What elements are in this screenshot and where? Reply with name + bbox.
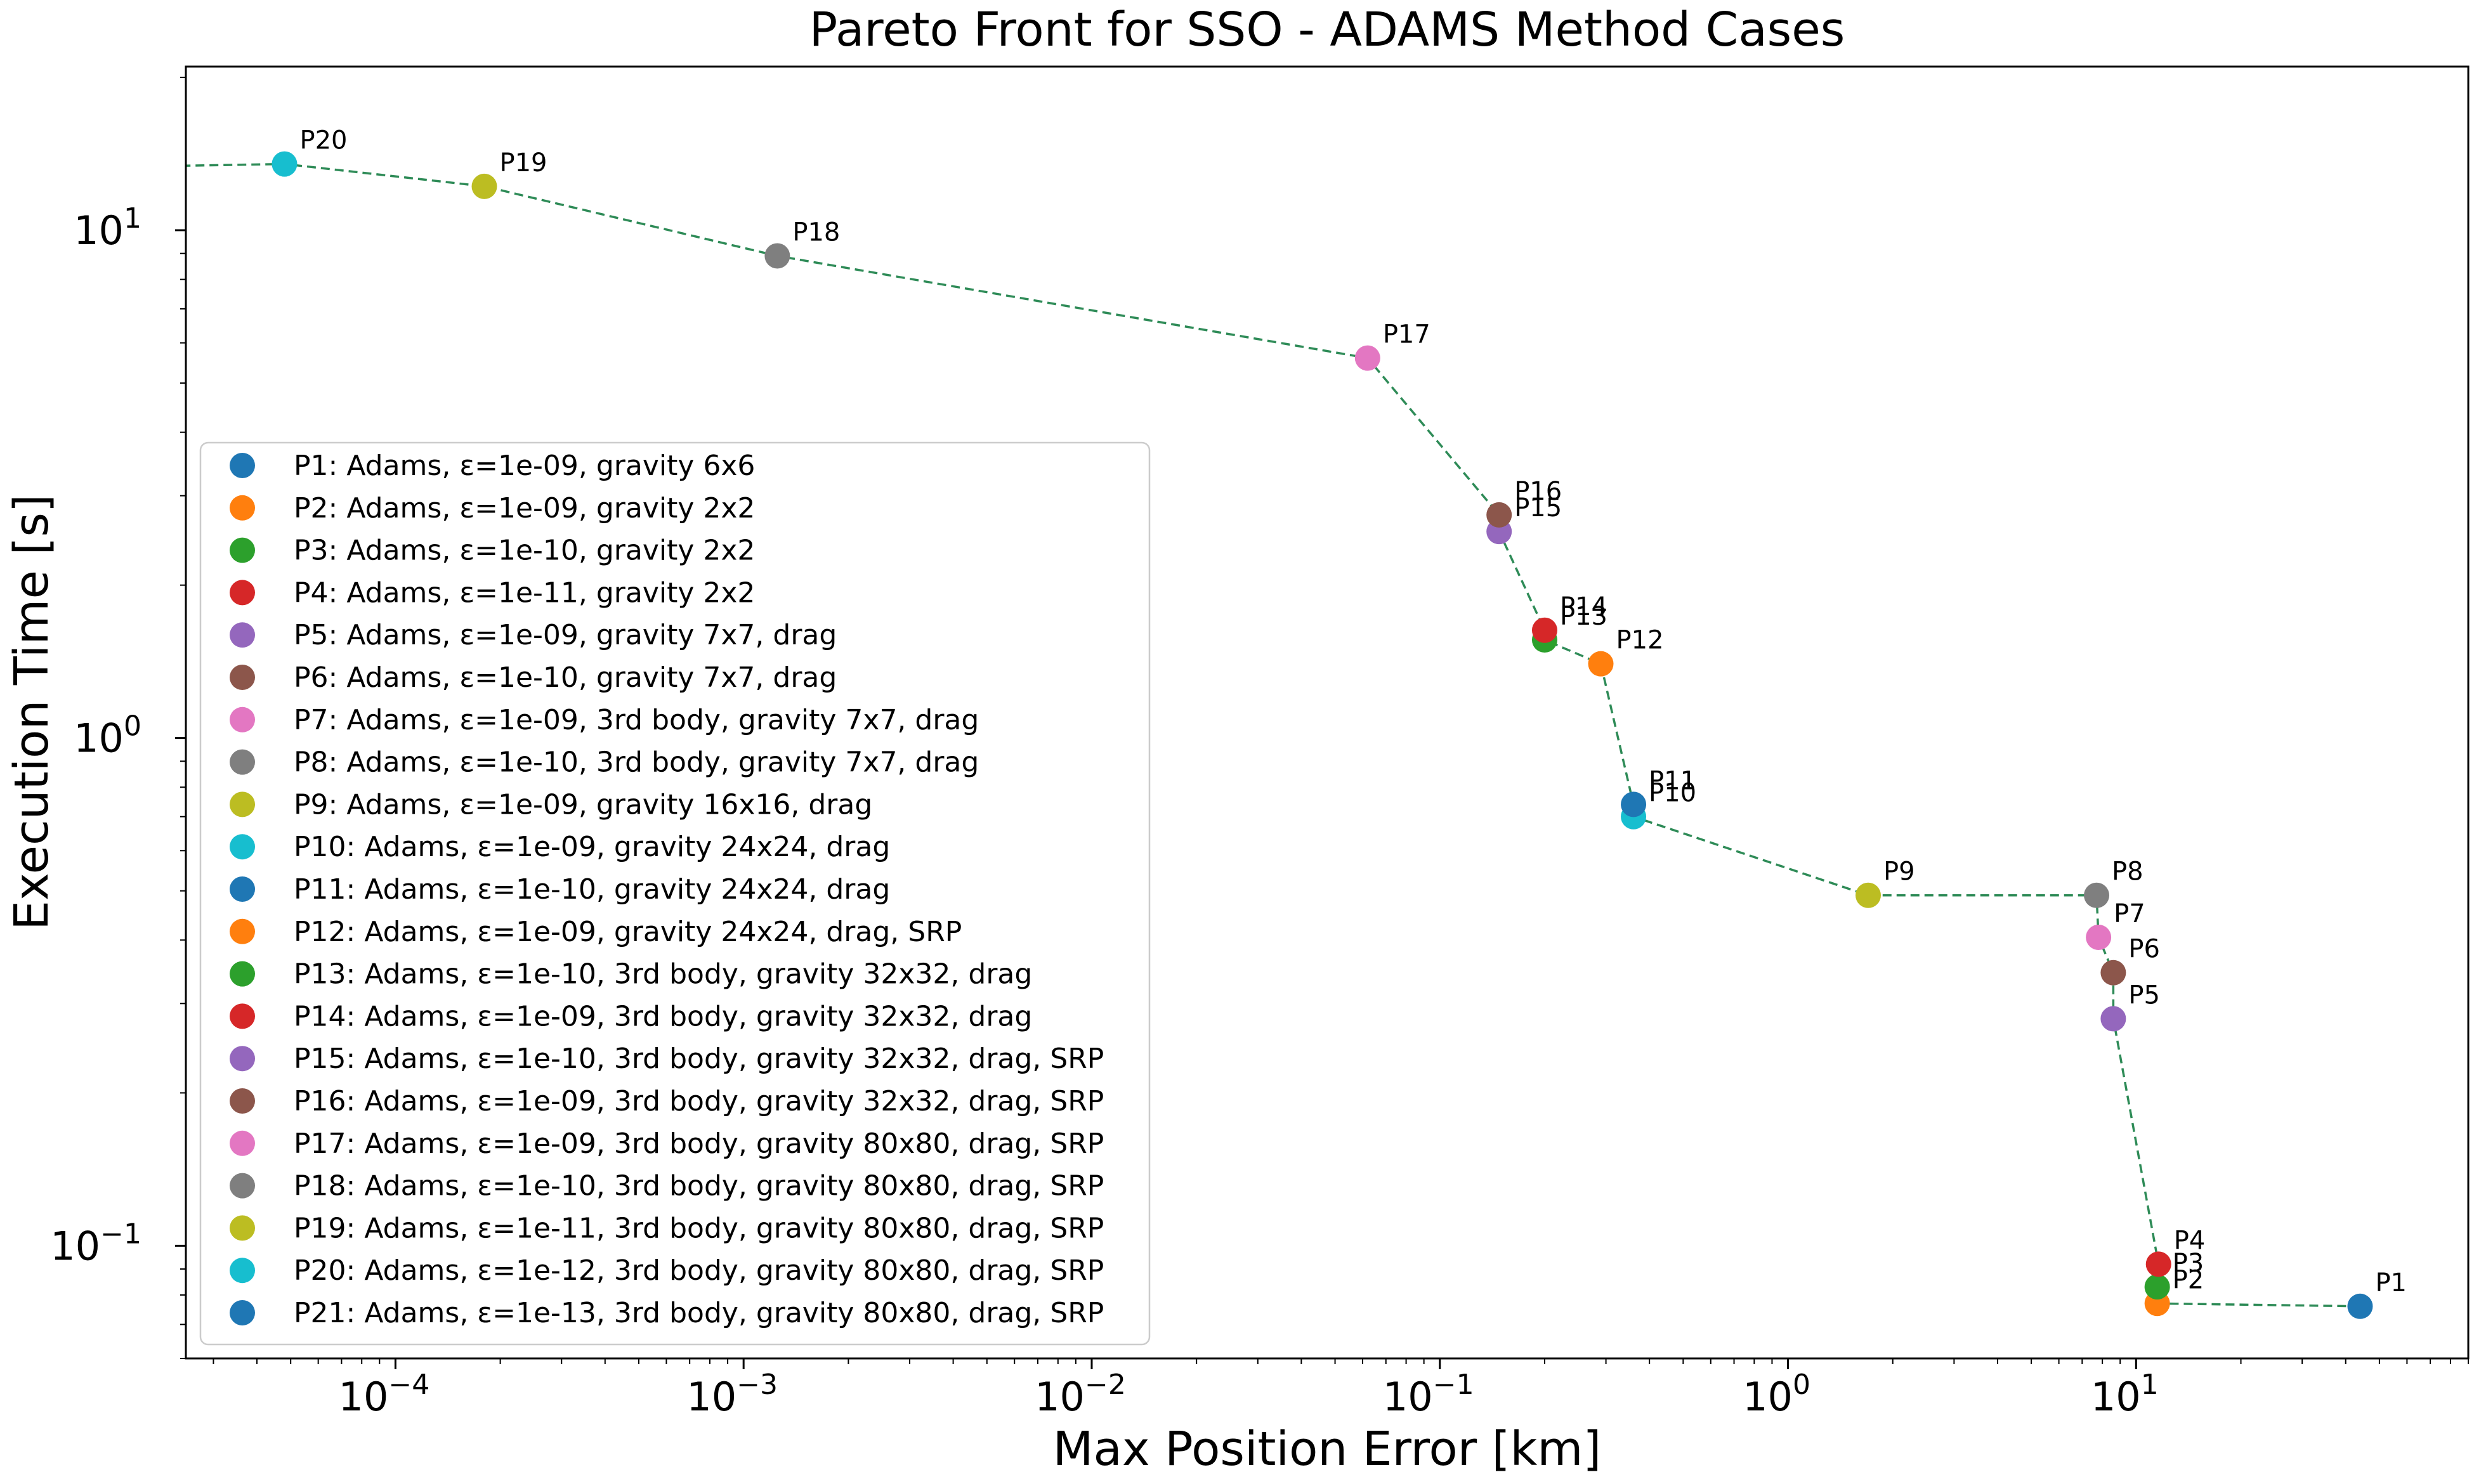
point-label-p8: P8 <box>2112 857 2143 887</box>
axis-ticks: 10−4 10−3 10−2 10−1 100 101 10−1 100 101 <box>50 76 2469 1420</box>
legend-entry: P10: Adams, ε=1e-09, gravity 24x24, drag <box>294 831 890 863</box>
legend-marker <box>230 1300 255 1325</box>
legend-marker <box>230 580 255 606</box>
legend-marker <box>230 1046 255 1072</box>
legend-entry: P3: Adams, ε=1e-10, gravity 2x2 <box>294 535 755 567</box>
point-p11 <box>1621 791 1647 817</box>
legend-marker <box>230 1258 255 1284</box>
legend-entry: P16: Adams, ε=1e-09, 3rd body, gravity 3… <box>294 1085 1104 1117</box>
point-p16 <box>1486 502 1512 528</box>
legend-entry: P18: Adams, ε=1e-10, 3rd body, gravity 8… <box>294 1170 1104 1202</box>
point-label-p3: P3 <box>2173 1249 2204 1278</box>
legend-marker <box>230 918 255 944</box>
x-tick-label: 10−3 <box>686 1369 778 1420</box>
legend-marker <box>230 791 255 817</box>
legend-entry: P21: Adams, ε=1e-13, 3rd body, gravity 8… <box>294 1297 1104 1329</box>
legend-entry: P6: Adams, ε=1e-10, gravity 7x7, drag <box>294 661 837 694</box>
legend-marker <box>230 961 255 987</box>
point-p20 <box>272 151 298 177</box>
point-p1 <box>2347 1293 2373 1319</box>
chart-title: Pareto Front for SSO - ADAMS Method Case… <box>809 3 1845 57</box>
point-p18 <box>764 243 790 269</box>
point-label-p13: P13 <box>1560 602 1607 631</box>
legend-entry: P9: Adams, ε=1e-09, gravity 16x16, drag <box>294 788 872 821</box>
legend-entry: P5: Adams, ε=1e-09, gravity 7x7, drag <box>294 619 837 651</box>
data-points <box>272 151 2373 1319</box>
point-label-p9: P9 <box>1883 857 1915 887</box>
legend-marker <box>230 453 255 478</box>
plot-frame <box>185 65 2470 1360</box>
legend-marker <box>230 1173 255 1199</box>
point-p3 <box>2144 1274 2170 1300</box>
legend-marker <box>230 706 255 732</box>
y-tick-label: 10−1 <box>50 1218 141 1269</box>
point-p19 <box>471 173 497 199</box>
legend-entry: P12: Adams, ε=1e-09, gravity 24x24, drag… <box>294 916 962 948</box>
point-label-p5: P5 <box>2128 980 2160 1010</box>
point-label-p1: P1 <box>2375 1268 2407 1298</box>
legend-entry: P4: Adams, ε=1e-11, gravity 2x2 <box>294 576 755 609</box>
legend-marker <box>230 622 255 648</box>
legend-entry: P8: Adams, ε=1e-10, 3rd body, gravity 7x… <box>294 746 979 779</box>
point-label-p6: P6 <box>2128 935 2160 964</box>
x-tick-label: 10−1 <box>1383 1369 1474 1420</box>
point-label-p14: P14 <box>1560 592 1607 622</box>
x-tick-label: 100 <box>1743 1369 1810 1420</box>
legend-marker <box>230 876 255 902</box>
point-label-p4: P4 <box>2174 1226 2206 1255</box>
legend-entry: P17: Adams, ε=1e-09, 3rd body, gravity 8… <box>294 1128 1104 1160</box>
point-label-p19: P19 <box>499 148 547 178</box>
point-label-p12: P12 <box>1616 626 1664 655</box>
legend-marker <box>230 834 255 860</box>
legend-entry: P20: Adams, ε=1e-12, 3rd body, gravity 8… <box>294 1254 1104 1287</box>
point-p4 <box>2145 1251 2171 1277</box>
y-axis-label: Execution Time [s] <box>4 494 59 930</box>
point-p17 <box>1354 345 1380 371</box>
legend-marker <box>230 1215 255 1241</box>
legend-marker <box>230 665 255 690</box>
point-p5 <box>2100 1006 2126 1032</box>
legend-marker <box>230 1003 255 1029</box>
legend: P1: Adams, ε=1e-09, gravity 6x6 P2: Adams… <box>199 441 1151 1346</box>
legend-entry: P1: Adams, ε=1e-09, gravity 6x6 <box>294 450 755 482</box>
legend-box <box>199 441 1151 1346</box>
x-tick-label: 101 <box>2091 1369 2159 1420</box>
legend-entry: P7: Adams, ε=1e-09, 3rd body, gravity 7x… <box>294 704 979 736</box>
x-axis-label: Max Position Error [km] <box>1053 1422 1602 1476</box>
point-p12 <box>1588 651 1614 677</box>
legend-marker <box>230 1088 255 1114</box>
point-p14 <box>1531 617 1557 643</box>
point-label-p17: P17 <box>1383 320 1430 349</box>
y-tick-label: 101 <box>74 202 141 254</box>
point-label-p20: P20 <box>299 126 347 155</box>
point-label-p18: P18 <box>792 218 840 247</box>
legend-entry: P14: Adams, ε=1e-09, 3rd body, gravity 3… <box>294 1000 1032 1032</box>
legend-marker <box>230 537 255 563</box>
x-tick-label: 10−4 <box>339 1369 430 1420</box>
point-label-p10: P10 <box>1649 779 1696 808</box>
point-label-p16: P16 <box>1514 477 1562 506</box>
x-tick-label: 10−2 <box>1035 1369 1126 1420</box>
point-label-p7: P7 <box>2114 899 2145 928</box>
legend-entry: P15: Adams, ε=1e-10, 3rd body, gravity 3… <box>294 1043 1104 1075</box>
legend-marker <box>230 1130 255 1156</box>
point-p7 <box>2086 924 2112 950</box>
point-label-p11: P11 <box>1649 766 1696 795</box>
legend-entry: P19: Adams, ε=1e-11, 3rd body, gravity 8… <box>294 1212 1104 1244</box>
y-tick-label: 100 <box>74 710 141 762</box>
point-p8 <box>2084 882 2110 908</box>
point-label-p15: P15 <box>1514 493 1562 523</box>
legend-marker <box>230 495 255 521</box>
legend-entry: P2: Adams, ε=1e-09, gravity 2x2 <box>294 492 755 524</box>
legend-entry: P13: Adams, ε=1e-10, 3rd body, gravity 3… <box>294 958 1032 991</box>
point-p9 <box>1856 882 1882 908</box>
point-p6 <box>2100 960 2126 986</box>
point-label-p2: P2 <box>2173 1265 2204 1294</box>
legend-entry: P11: Adams, ε=1e-10, gravity 24x24, drag <box>294 873 890 906</box>
legend-marker <box>230 749 255 775</box>
